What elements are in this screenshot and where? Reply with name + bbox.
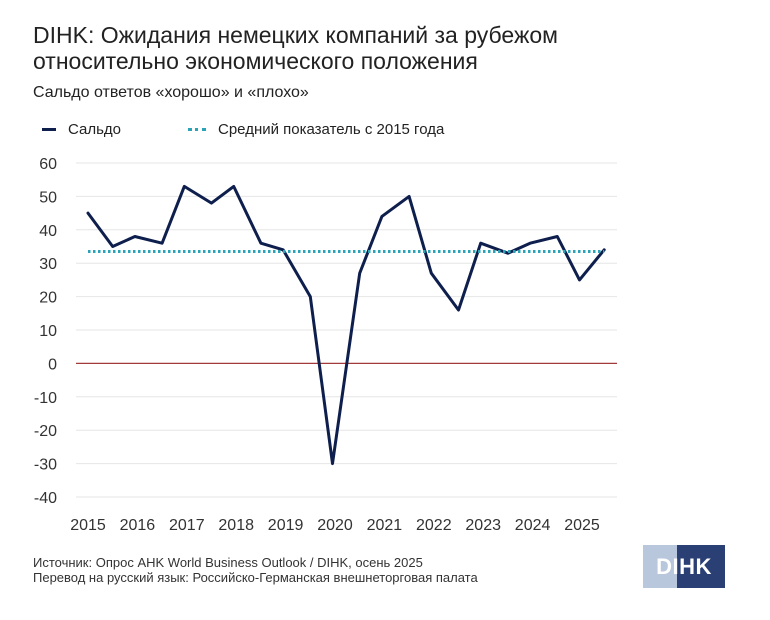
legend-item-average: Средний показатель с 2015 года <box>188 121 444 138</box>
series-lines <box>86 184 606 466</box>
series-line-saldo <box>86 184 606 466</box>
y-tick-label: 10 <box>39 323 57 340</box>
y-tick-label: 20 <box>39 290 57 307</box>
x-tick-label: 2022 <box>416 517 452 534</box>
x-tick-label: 2025 <box>564 517 600 534</box>
chart-title: DIHK: Ожидания немецких компаний за рубе… <box>33 22 733 74</box>
y-tick-label: -10 <box>34 390 57 407</box>
source-line-2: Перевод на русский язык: Российско-Герма… <box>33 570 478 585</box>
x-tick-label: 2024 <box>515 517 551 534</box>
y-tick-label: -30 <box>34 457 57 474</box>
y-tick-label: -40 <box>34 490 57 507</box>
x-tick-label: 2021 <box>367 517 403 534</box>
y-tick-label: 50 <box>39 189 57 206</box>
chart-subtitle: Сальдо ответов «хорошо» и «плохо» <box>33 84 309 101</box>
y-tick-label: 30 <box>39 256 57 273</box>
source-line-1: Источник: Опрос AHK World Business Outlo… <box>33 555 423 570</box>
x-tick-label: 2018 <box>218 517 254 534</box>
chart-title-line-2: относительно экономического положения <box>33 48 478 74</box>
legend-label-saldo: Сальдо <box>68 121 122 138</box>
gridlines <box>76 162 617 498</box>
logo-text: DIHK <box>656 554 712 579</box>
source-note: Источник: Опрос AHK World Business Outlo… <box>33 555 478 585</box>
x-tick-label: 2017 <box>169 517 205 534</box>
y-tick-label: 60 <box>39 156 57 173</box>
x-tick-label: 2020 <box>317 517 353 534</box>
y-tick-label: 0 <box>48 356 57 373</box>
legend-swatch-solid-line <box>42 128 56 131</box>
dihk-logo: DIHK <box>643 545 725 588</box>
y-axis-tick-labels: 60 50 40 30 20 10 0 -10 -20 -30 -40 <box>34 156 57 507</box>
x-tick-label: 2016 <box>120 517 156 534</box>
x-tick-label: 2023 <box>465 517 501 534</box>
chart-title-line-1: DIHK: Ожидания немецких компаний за рубе… <box>33 22 558 48</box>
logo-light-block <box>643 545 677 588</box>
legend-label-average: Средний показатель с 2015 года <box>218 121 445 138</box>
x-tick-label: 2015 <box>70 517 106 534</box>
x-axis-tick-labels: 2015 2016 2017 2018 2019 2020 2021 2022 2023 2024… <box>70 517 600 534</box>
x-tick-label: 2019 <box>268 517 304 534</box>
legend-swatch-dotted-line <box>188 128 206 131</box>
y-tick-label: 40 <box>39 223 57 240</box>
legend-item-saldo: Сальдо <box>42 121 121 138</box>
y-tick-label: -20 <box>34 423 57 440</box>
